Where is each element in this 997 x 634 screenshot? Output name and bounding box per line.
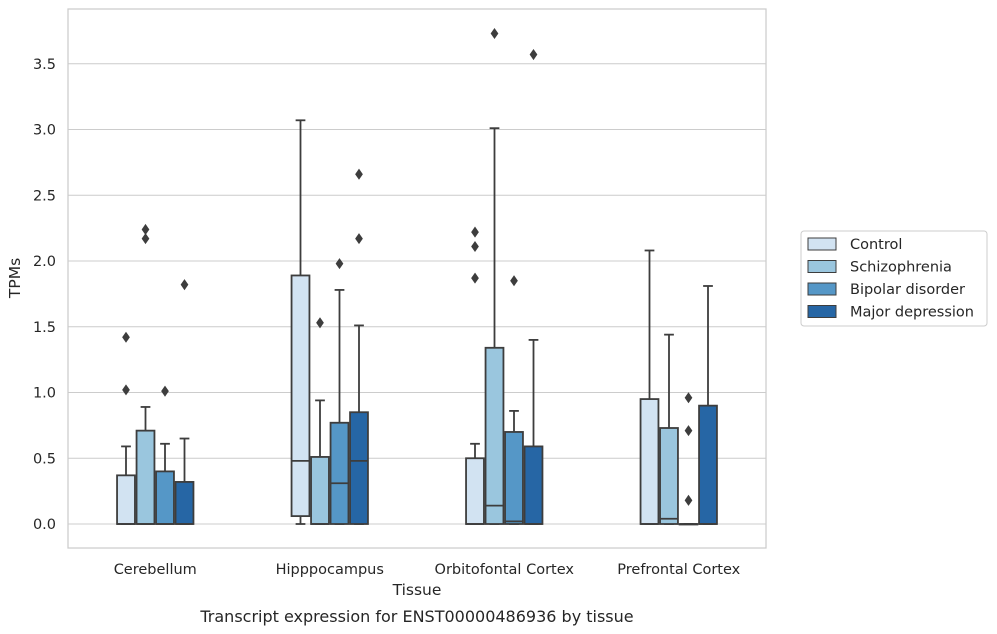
legend-item: Major depression: [807, 305, 974, 321]
box-group: [523, 49, 544, 525]
box: [135, 429, 156, 525]
outlier-point: [141, 223, 150, 235]
box-group: [310, 317, 330, 525]
outlier-point: [471, 241, 479, 253]
outlier-point: [355, 233, 363, 245]
box: [290, 274, 311, 518]
box-group: [116, 331, 136, 525]
legend-label: Control: [850, 237, 902, 253]
y-tick-label: 0.5: [33, 451, 56, 467]
y-tick-label: 2.0: [33, 254, 56, 270]
y-tick-label: 2.5: [33, 188, 56, 204]
outlier-point: [180, 279, 189, 291]
box: [329, 421, 350, 525]
legend-label: Schizophrenia: [850, 260, 952, 276]
outlier-point: [684, 494, 693, 506]
box-group: [678, 392, 699, 526]
box-group: [155, 385, 175, 525]
outlier-point: [490, 27, 499, 40]
outlier-point: [122, 331, 130, 343]
legend-frame: [800, 230, 988, 327]
box-group: [698, 285, 718, 525]
plot-frame: [67, 8, 767, 549]
box-group: [504, 275, 524, 525]
y-tick-label: 3.5: [33, 57, 56, 73]
y-tick-label: 0.0: [33, 517, 56, 533]
plot-area: [116, 27, 718, 526]
outlier-point: [141, 233, 150, 245]
outlier-point: [335, 258, 344, 270]
legend-swatch: [807, 260, 837, 273]
box-group: [659, 333, 679, 525]
x-tick-label: Hipppocampus: [276, 562, 384, 578]
x-tick-label: Prefrontal Cortex: [617, 562, 740, 578]
chart-caption: Transcript expression for ENST0000048693…: [199, 607, 633, 626]
outlier-point: [316, 317, 324, 329]
outlier-point: [529, 49, 538, 61]
box: [484, 346, 505, 525]
box: [523, 445, 544, 525]
box-group: [174, 279, 195, 525]
y-axis-ticks: 0.0 0.5 1.0 1.5 2.0 2.5 3.0 3.5: [33, 57, 56, 533]
box: [174, 481, 195, 525]
box: [349, 411, 369, 525]
legend-item: Bipolar disorder: [807, 282, 965, 298]
outlier-point: [355, 168, 363, 180]
outlier-point: [684, 392, 693, 404]
outlier-point: [471, 272, 479, 284]
legend-item: Schizophrenia: [807, 260, 952, 276]
legend: Control Schizophrenia Bipolar disorder Majo…: [800, 230, 988, 327]
legend-label: Major depression: [850, 305, 974, 321]
outlier-point: [122, 384, 130, 396]
outlier-point: [471, 226, 479, 238]
box: [698, 404, 718, 525]
y-axis-label: TPMs: [6, 258, 24, 299]
x-axis-ticks: Cerebellum Hipppocampus Orbitofontal Corte…: [114, 562, 741, 578]
legend-swatch: [807, 237, 837, 251]
outlier-point: [510, 275, 518, 287]
box-group: [329, 258, 350, 525]
legend-item: Control: [807, 237, 902, 253]
box: [504, 431, 524, 525]
box: [310, 456, 330, 525]
box: [465, 457, 485, 525]
box-group: [135, 223, 156, 525]
x-tick-label: Cerebellum: [114, 562, 197, 578]
outlier-point: [684, 425, 693, 437]
x-tick-label: Orbitofontal Cortex: [435, 562, 575, 578]
box: [116, 474, 136, 525]
y-tick-label: 1.5: [33, 320, 56, 336]
box-group: [349, 168, 369, 525]
box-group: [465, 226, 485, 525]
y-tick-label: 3.0: [33, 123, 56, 139]
y-tick-label: 1.0: [33, 386, 56, 402]
box: [659, 427, 679, 525]
box: [155, 470, 175, 525]
box-group: [290, 119, 311, 525]
box: [639, 398, 660, 525]
box-group: [639, 249, 660, 525]
x-axis-label: Tissue: [392, 581, 442, 599]
box-group: [484, 27, 505, 525]
legend-swatch: [807, 282, 837, 296]
legend-swatch: [807, 305, 837, 318]
outlier-point: [161, 385, 169, 397]
legend-label: Bipolar disorder: [850, 282, 965, 298]
